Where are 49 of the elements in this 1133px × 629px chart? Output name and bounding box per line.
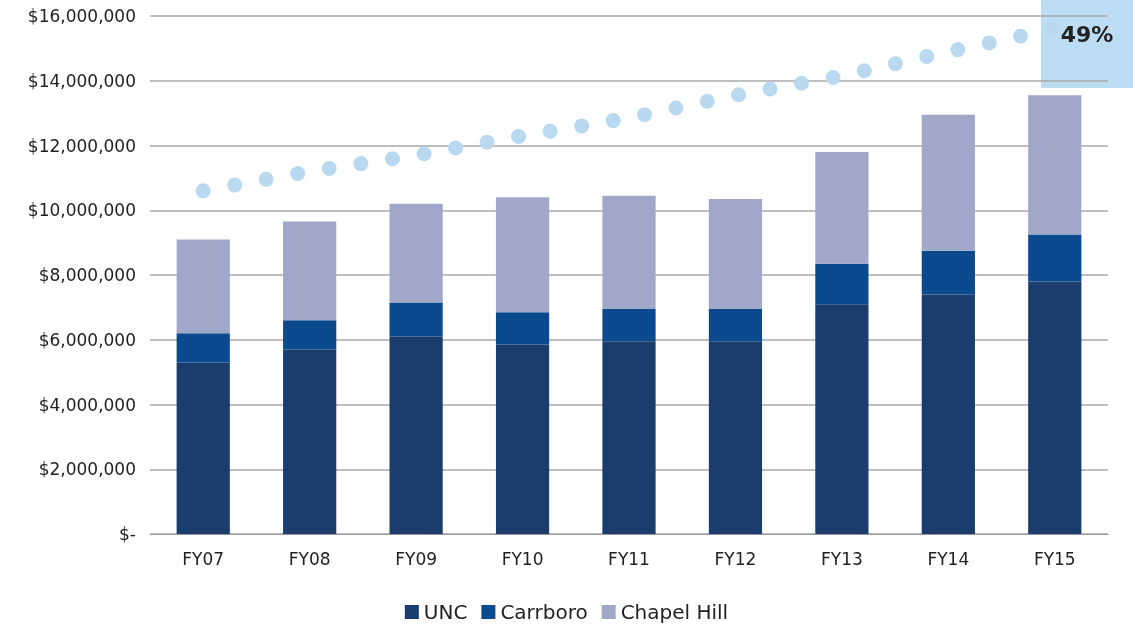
x-tick-label: FY13 — [820, 548, 863, 569]
y-tick-label: $16,000,000 — [27, 6, 136, 26]
bar — [283, 349, 337, 534]
bar — [176, 333, 230, 363]
x-tick-label: FY15 — [1033, 548, 1076, 569]
y-tick-label: $8,000,000 — [38, 265, 136, 285]
x-tick-label: FY10 — [501, 548, 544, 569]
x-tick-label: FY12 — [714, 548, 757, 569]
bar — [176, 362, 230, 534]
bar — [495, 344, 550, 534]
legend-label: UNC — [423, 600, 468, 624]
bar — [1028, 234, 1082, 282]
bar — [921, 114, 975, 251]
y-tick-label: $14,000,000 — [27, 70, 136, 91]
bar — [389, 302, 443, 337]
bar — [1028, 95, 1082, 235]
bar — [602, 341, 656, 534]
x-tick-label: FY07 — [182, 548, 225, 569]
bar — [815, 151, 869, 264]
bar — [602, 308, 656, 342]
bar — [389, 336, 443, 534]
bar — [1028, 281, 1082, 534]
bar — [495, 312, 550, 345]
bar — [283, 320, 337, 350]
x-tick-label: FY14 — [927, 548, 970, 569]
bar — [283, 221, 337, 321]
bar — [708, 198, 763, 309]
x-tick-label: FY08 — [288, 548, 331, 569]
callout-box: 49% — [1041, 0, 1133, 88]
bar — [815, 263, 869, 305]
x-tick-label: FY09 — [395, 548, 438, 569]
legend-label: Carrboro — [500, 600, 588, 624]
y-tick-label: $4,000,000 — [38, 394, 136, 415]
y-tick-label: $2,000,000 — [38, 459, 136, 480]
bar — [708, 308, 763, 342]
y-tick-label: $- — [119, 524, 136, 544]
y-tick-label: $10,000,000 — [27, 200, 136, 221]
bar — [389, 203, 443, 303]
bar — [921, 250, 975, 295]
y-tick-label: $12,000,000 — [27, 135, 136, 156]
bar — [708, 341, 763, 534]
bar — [176, 239, 230, 334]
bar — [602, 195, 656, 309]
x-tick-label: FY11 — [608, 548, 650, 569]
y-tick-label: $6,000,000 — [38, 329, 136, 350]
bar — [921, 294, 975, 534]
bar — [815, 304, 869, 534]
legend-label: Chapel Hill — [620, 600, 729, 624]
bar — [495, 197, 550, 313]
